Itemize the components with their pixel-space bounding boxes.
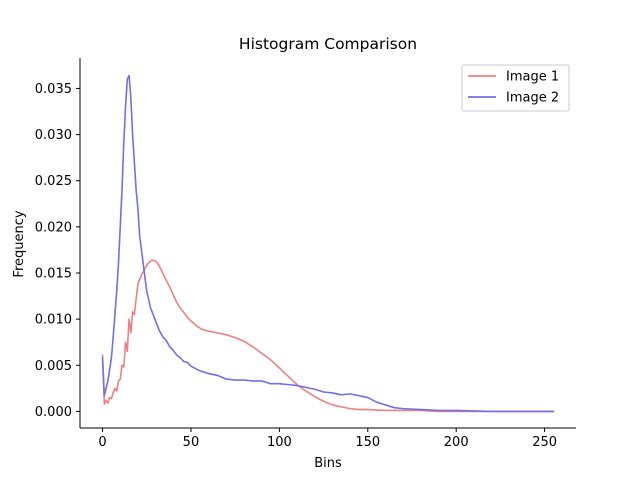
y-tick-label: 0.030 [35,128,72,143]
y-axis-label: Frequency [12,210,27,277]
y-tick-label: 0.015 [35,266,72,281]
series-line-2 [101,74,555,413]
x-tick-label: 100 [267,435,292,450]
x-tick-label: 0 [98,435,106,450]
y-tick-label: 0.025 [35,174,72,189]
y-tick-label: 0.000 [35,405,72,420]
chart-title: Histogram Comparison [239,35,417,53]
x-tick-label: 250 [532,435,557,450]
series-line-1 [101,259,555,413]
x-axis-label: Bins [314,456,342,471]
x-axis-ticks: 0 50 100 150 200 250 [98,428,557,450]
x-tick-label: 50 [183,435,200,450]
legend-items: Image 1 Image 2 [468,70,559,106]
y-tick-label: 0.010 [35,313,72,328]
x-tick-label: 200 [444,435,469,450]
legend: Image 1 Image 2 [461,64,570,112]
y-tick-label: 0.005 [35,359,72,374]
y-tick-label: 0.020 [35,220,72,235]
legend-label-1: Image 1 [506,70,559,85]
series-layer [101,74,555,413]
x-tick-label: 150 [355,435,380,450]
y-axis-ticks: 0.000 0.005 0.010 0.015 0.020 0.025 0.030 0.035 [35,82,80,420]
y-tick-label: 0.035 [35,82,72,97]
legend-label-2: Image 2 [506,91,559,106]
